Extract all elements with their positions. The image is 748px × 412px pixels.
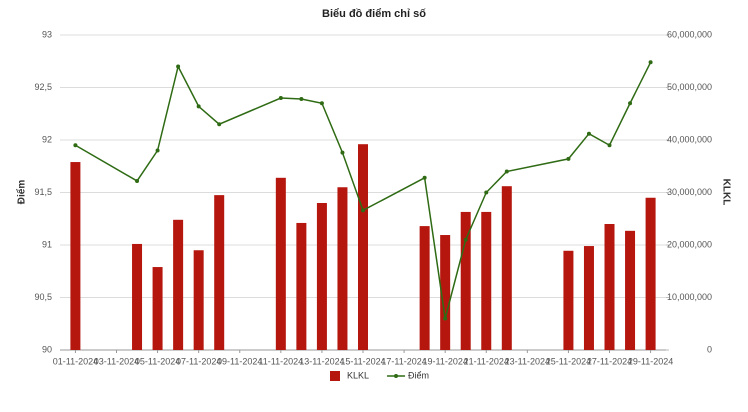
bar (501, 186, 512, 350)
line-point (628, 101, 633, 106)
x-tick-label: 11-11-2024 (258, 356, 303, 366)
line-point (504, 169, 509, 174)
line-point (176, 64, 181, 69)
line-point (607, 143, 612, 148)
line-point (299, 97, 304, 102)
bar (70, 162, 81, 350)
bar (173, 219, 184, 350)
y2-tick-label: 10,000,000 (667, 292, 712, 302)
chart-title: Biểu đồ điểm chỉ số (322, 8, 426, 20)
y-tick-label: 92,5 (34, 82, 52, 92)
bar (337, 187, 348, 350)
bar (132, 243, 143, 350)
y2-tick-label: 50,000,000 (667, 82, 712, 92)
y2-tick-label: 20,000,000 (667, 239, 712, 249)
line-point (566, 156, 571, 161)
line-point (463, 237, 468, 242)
x-tick-label: 17-11-2024 (381, 356, 426, 366)
y-tick-label: 93 (42, 29, 52, 39)
x-tick-label: 25-11-2024 (546, 356, 591, 366)
x-tick-label: 29-11-2024 (628, 356, 673, 366)
legend-swatch (330, 371, 340, 381)
bar (296, 222, 307, 350)
bar (440, 235, 451, 350)
bar (645, 197, 656, 350)
bar (152, 267, 163, 350)
line-point (319, 101, 324, 106)
y2-tick-label: 30,000,000 (667, 187, 712, 197)
bar (481, 211, 492, 350)
bar (358, 144, 368, 350)
y-tick-label: 90,5 (34, 292, 52, 302)
x-tick-label: 23-11-2024 (505, 356, 550, 366)
x-tick-label: 07-11-2024 (176, 356, 221, 366)
y-axis-title: Điểm (16, 180, 28, 205)
x-tick-label: 01-11-2024 (53, 356, 98, 366)
line-point (217, 122, 222, 127)
bar (214, 195, 225, 350)
y2-tick-label: 0 (707, 344, 712, 354)
y2-tick-label: 40,000,000 (667, 134, 712, 144)
line-point (135, 178, 140, 183)
x-tick-label: 15-11-2024 (340, 356, 385, 366)
line-point (278, 96, 283, 100)
line-point (340, 150, 345, 155)
line-point (586, 131, 591, 136)
bar (316, 203, 327, 350)
y-tick-label: 91 (42, 239, 52, 249)
x-tick-label: 21-11-2024 (464, 356, 509, 366)
bar (275, 177, 286, 350)
bar (419, 226, 430, 350)
y-tick-label: 90 (42, 344, 52, 354)
line-point (648, 60, 653, 65)
bar (583, 246, 594, 350)
legend-label: KLKL (347, 370, 369, 380)
line-point (196, 104, 201, 109)
y2-tick-label: 60,000,000 (667, 29, 712, 39)
line-point (361, 208, 365, 213)
line-point (443, 316, 448, 321)
y2-axis-title: KLKL (720, 179, 731, 206)
bar (625, 230, 636, 350)
legend-swatch (394, 374, 399, 378)
x-tick-label: 27-11-2024 (587, 356, 632, 366)
x-tick-label: 19-11-2024 (422, 356, 467, 366)
x-tick-label: 03-11-2024 (94, 356, 139, 366)
x-tick-label: 13-11-2024 (299, 356, 344, 366)
y-tick-label: 92 (42, 134, 52, 144)
line-point (422, 175, 427, 180)
line-point (484, 190, 489, 195)
x-tick-label: 09-11-2024 (217, 356, 262, 366)
bar (193, 250, 204, 350)
x-tick-label: 05-11-2024 (135, 356, 180, 366)
bar (460, 211, 471, 350)
y-tick-label: 91,5 (34, 187, 52, 197)
legend-label: Điểm (408, 370, 429, 380)
bar (563, 250, 574, 350)
line-point (155, 148, 160, 153)
bar (604, 224, 615, 350)
line-point (73, 143, 78, 148)
